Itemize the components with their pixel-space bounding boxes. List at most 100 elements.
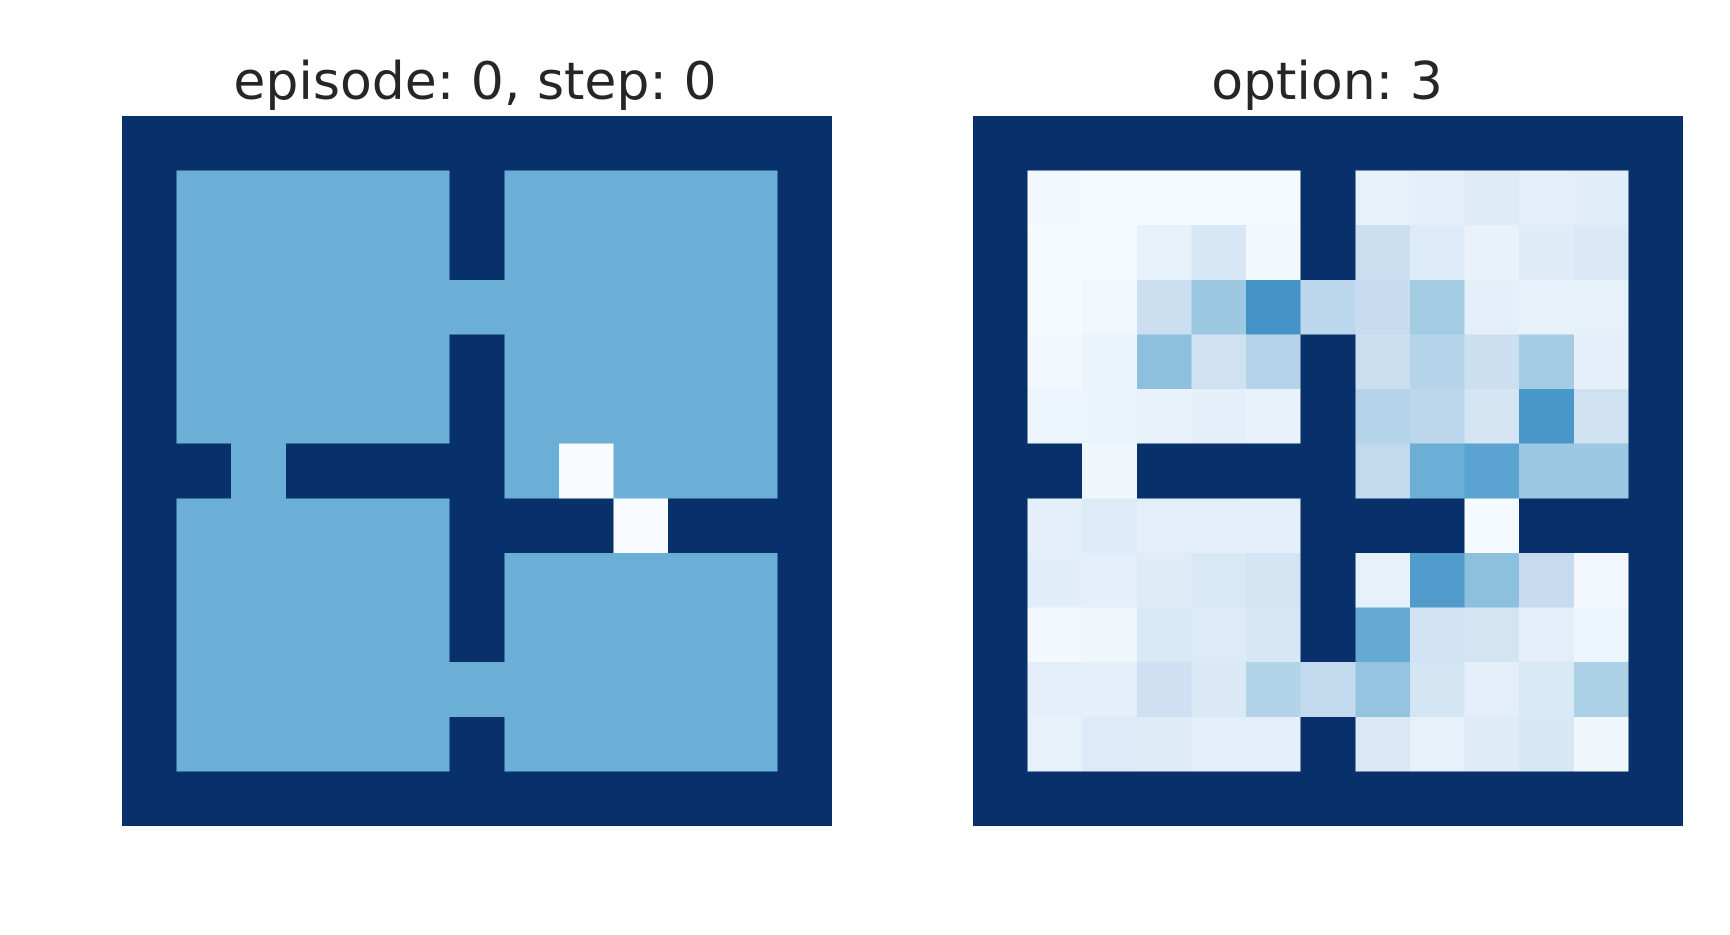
- left-cell-r8-c12: [777, 552, 832, 609]
- right-cell-r2-c2: [1082, 225, 1138, 281]
- left-cell-r10-c12: [777, 662, 832, 718]
- left-cell-r5-c8: [558, 389, 615, 445]
- right-cell-r1-c11: [1573, 170, 1629, 226]
- left-cell-r9-c4: [340, 607, 396, 663]
- left-cell-r1-c5: [395, 170, 451, 226]
- left-cell-r0-c10: [668, 116, 724, 172]
- left-cell-r11-c9: [613, 716, 669, 772]
- right-cell-r12-c11: [1573, 771, 1629, 826]
- left-cell-r1-c10: [668, 170, 724, 226]
- left-cell-r6-c10: [668, 443, 724, 499]
- right-cell-r12-c3: [1136, 771, 1193, 826]
- right-cell-r11-c2: [1082, 716, 1138, 772]
- left-cell-r8-c5: [395, 552, 451, 609]
- left-cell-r3-c4: [340, 279, 396, 336]
- left-cell-r1-c7: [504, 170, 560, 226]
- left-cell-r11-c2: [231, 716, 287, 772]
- right-cell-r6-c1: [1027, 443, 1083, 499]
- right-cell-r1-c3: [1136, 170, 1193, 226]
- left-cell-r4-c8: [558, 334, 615, 390]
- right-cell-r9-c10: [1519, 607, 1575, 663]
- right-cell-r4-c8: [1409, 334, 1466, 390]
- left-cell-r12-c0: [122, 771, 178, 826]
- left-cell-r7-c11: [722, 498, 778, 554]
- right-cell-r1-c7: [1355, 170, 1411, 226]
- left-cell-r2-c3: [285, 225, 342, 281]
- right-cell-r9-c5: [1246, 607, 1302, 663]
- right-cell-r8-c12: [1628, 552, 1683, 609]
- right-cell-r1-c1: [1027, 170, 1083, 226]
- left-cell-r12-c11: [722, 771, 778, 826]
- right-cell-r7-c10: [1519, 498, 1575, 554]
- right-cell-r0-c8: [1409, 116, 1466, 172]
- left-cell-r1-c8: [558, 170, 615, 226]
- left-cell-r0-c0: [122, 116, 178, 172]
- right-cell-r8-c0: [973, 552, 1029, 609]
- left-cell-r7-c6: [449, 498, 505, 554]
- left-cell-r8-c8: [558, 552, 615, 609]
- left-cell-r0-c12: [777, 116, 832, 172]
- right-cell-r3-c6: [1300, 279, 1356, 336]
- right-cell-r7-c6: [1300, 498, 1356, 554]
- right-cell-r11-c0: [973, 716, 1029, 772]
- left-cell-r5-c2: [231, 389, 287, 445]
- right-cell-r11-c9: [1464, 716, 1520, 772]
- left-cell-r11-c7: [504, 716, 560, 772]
- right-cell-r9-c7: [1355, 607, 1411, 663]
- right-cell-r10-c9: [1464, 662, 1520, 718]
- right-cell-r10-c3: [1136, 662, 1193, 718]
- left-cell-r7-c12: [777, 498, 832, 554]
- right-cell-r4-c4: [1191, 334, 1247, 390]
- right-cell-r4-c0: [973, 334, 1029, 390]
- right-cell-r10-c10: [1519, 662, 1575, 718]
- right-cell-r1-c6: [1300, 170, 1356, 226]
- left-cell-r9-c6: [449, 607, 505, 663]
- left-cell-r0-c11: [722, 116, 778, 172]
- right-cell-r7-c4: [1191, 498, 1247, 554]
- right-cell-r10-c7: [1355, 662, 1411, 718]
- left-cell-r5-c11: [722, 389, 778, 445]
- left-cell-r10-c6: [449, 662, 505, 718]
- left-cell-r2-c2: [231, 225, 287, 281]
- left-cell-r1-c12: [777, 170, 832, 226]
- left-cell-r2-c6: [449, 225, 505, 281]
- right-cell-r3-c0: [973, 279, 1029, 336]
- left-cell-r6-c11: [722, 443, 778, 499]
- right-cell-r2-c9: [1464, 225, 1520, 281]
- right-cell-r10-c12: [1628, 662, 1683, 718]
- right-cell-r8-c10: [1519, 552, 1575, 609]
- left-cell-r12-c9: [613, 771, 669, 826]
- right-cell-r11-c1: [1027, 716, 1083, 772]
- right-cell-r12-c2: [1082, 771, 1138, 826]
- right-cell-r12-c8: [1409, 771, 1466, 826]
- left-cell-r12-c4: [340, 771, 396, 826]
- left-cell-r6-c2: [231, 443, 287, 499]
- left-cell-r3-c0: [122, 279, 178, 336]
- left-cell-r10-c4: [340, 662, 396, 718]
- left-cell-r5-c10: [668, 389, 724, 445]
- right-cell-r10-c0: [973, 662, 1029, 718]
- left-cell-r11-c4: [340, 716, 396, 772]
- left-cell-r0-c4: [340, 116, 396, 172]
- left-cell-r9-c7: [504, 607, 560, 663]
- left-cell-r6-c5: [395, 443, 451, 499]
- left-cell-r8-c0: [122, 552, 178, 609]
- panel-title-right: option: 3: [1211, 52, 1443, 112]
- left-cell-r11-c10: [668, 716, 724, 772]
- right-cell-r12-c10: [1519, 771, 1575, 826]
- left-cell-r3-c3: [285, 279, 342, 336]
- right-cell-r12-c4: [1191, 771, 1247, 826]
- right-cell-r0-c7: [1355, 116, 1411, 172]
- right-cell-r8-c5: [1246, 552, 1302, 609]
- left-cell-r4-c12: [777, 334, 832, 390]
- left-cell-r11-c11: [722, 716, 778, 772]
- left-cell-r7-c1: [176, 498, 232, 554]
- left-cell-r5-c6: [449, 389, 505, 445]
- right-cell-r8-c11: [1573, 552, 1629, 609]
- right-cell-r3-c9: [1464, 279, 1520, 336]
- left-cell-r10-c3: [285, 662, 342, 718]
- left-cell-r4-c5: [395, 334, 451, 390]
- right-cell-r11-c5: [1246, 716, 1302, 772]
- right-cell-r9-c4: [1191, 607, 1247, 663]
- right-cell-r10-c11: [1573, 662, 1629, 718]
